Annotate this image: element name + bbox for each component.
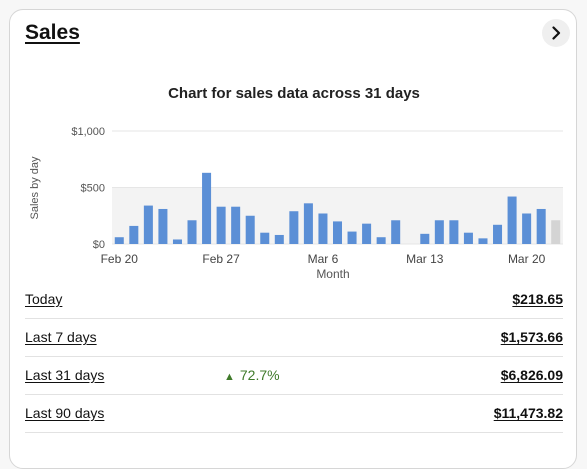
chart-bar[interactable] — [129, 225, 139, 244]
chart-bars — [114, 172, 561, 244]
chart-bar[interactable] — [187, 220, 197, 244]
y-axis-label: Sales by day — [29, 156, 41, 219]
sales-title-link[interactable]: Sales — [25, 21, 80, 44]
chart-y-ticks: $0 $500 $1,000 — [71, 126, 105, 251]
chart-bar[interactable] — [551, 220, 561, 244]
chart-bar[interactable] — [114, 237, 124, 244]
chart-x-ticks: Feb 20 Feb 27 Mar 6 Mar 13 Mar 20 — [101, 252, 546, 266]
chart-bar[interactable] — [449, 220, 459, 244]
stat-change-value: 72.7% — [239, 367, 280, 383]
chart-bar[interactable] — [478, 238, 488, 244]
y-tick-label: $500 — [81, 183, 105, 195]
chart-bar[interactable] — [376, 237, 386, 244]
x-tick-label: Feb 20 — [101, 252, 139, 266]
x-tick-label: Feb 27 — [202, 252, 240, 266]
triangle-up-icon: ▲ — [224, 371, 235, 383]
stat-row: Last 90 days $11,473.82 — [25, 395, 563, 433]
stat-period-link[interactable]: Last 90 days — [25, 405, 105, 421]
chart-bar[interactable] — [143, 205, 153, 244]
chart-bar[interactable] — [434, 220, 444, 244]
chart-bar[interactable] — [522, 213, 532, 244]
stat-period-link[interactable]: Last 7 days — [25, 329, 97, 345]
chart-bar[interactable] — [391, 220, 401, 244]
open-sales-button[interactable] — [542, 19, 570, 47]
sales-stats-list: Today $218.65 Last 7 days $1,573.66 Last 31 … — [25, 281, 563, 433]
chart-bar[interactable] — [493, 224, 503, 244]
stat-row: Last 31 days ▲ 72.7% $6,826.09 — [25, 357, 563, 395]
stat-row: Last 7 days $1,573.66 — [25, 319, 563, 357]
x-tick-label: Mar 6 — [308, 252, 339, 266]
chart-bar[interactable] — [216, 206, 226, 244]
chart-title: Chart for sales data across 31 days — [168, 85, 420, 102]
chart-bar[interactable] — [536, 208, 546, 244]
chart-bar[interactable] — [332, 221, 343, 244]
chart-bar[interactable] — [420, 233, 430, 244]
chart-bar[interactable] — [245, 215, 255, 244]
chart-bar[interactable] — [289, 211, 299, 244]
stat-period-link[interactable]: Last 31 days — [25, 367, 105, 383]
chart-bar[interactable] — [274, 234, 284, 244]
y-tick-label: $0 — [93, 239, 105, 251]
chart-bar[interactable] — [318, 213, 328, 244]
sales-card: Sales Chart for sales data across 31 day… — [9, 9, 577, 469]
chart-bar[interactable] — [231, 206, 241, 244]
stat-change: ▲ 72.7% — [224, 367, 280, 383]
chart-bar[interactable] — [463, 232, 473, 244]
chevron-right-icon — [552, 26, 561, 40]
stat-value-link[interactable]: $11,473.82 — [493, 405, 563, 421]
chart-bar[interactable] — [347, 231, 357, 244]
x-axis-label: Month — [316, 267, 349, 281]
x-tick-label: Mar 13 — [406, 252, 444, 266]
stat-value-link[interactable]: $6,826.09 — [500, 367, 563, 383]
chart-bar[interactable] — [172, 239, 182, 244]
chart-bar[interactable] — [507, 196, 517, 244]
x-tick-label: Mar 20 — [508, 252, 546, 266]
chart-bar[interactable] — [260, 232, 270, 244]
sales-chart: Chart for sales data across 31 days $0 $5… — [29, 85, 563, 281]
stat-value-link[interactable]: $1,573.66 — [500, 329, 563, 345]
stat-period-link[interactable]: Today — [25, 291, 63, 307]
chart-bar[interactable] — [158, 208, 168, 244]
stat-value-link[interactable]: $218.65 — [512, 291, 563, 307]
chart-bar[interactable] — [362, 223, 372, 244]
chart-bar[interactable] — [303, 203, 313, 244]
y-tick-label: $1,000 — [71, 126, 105, 138]
stat-row: Today $218.65 — [25, 281, 563, 319]
chart-bar[interactable] — [202, 172, 212, 244]
